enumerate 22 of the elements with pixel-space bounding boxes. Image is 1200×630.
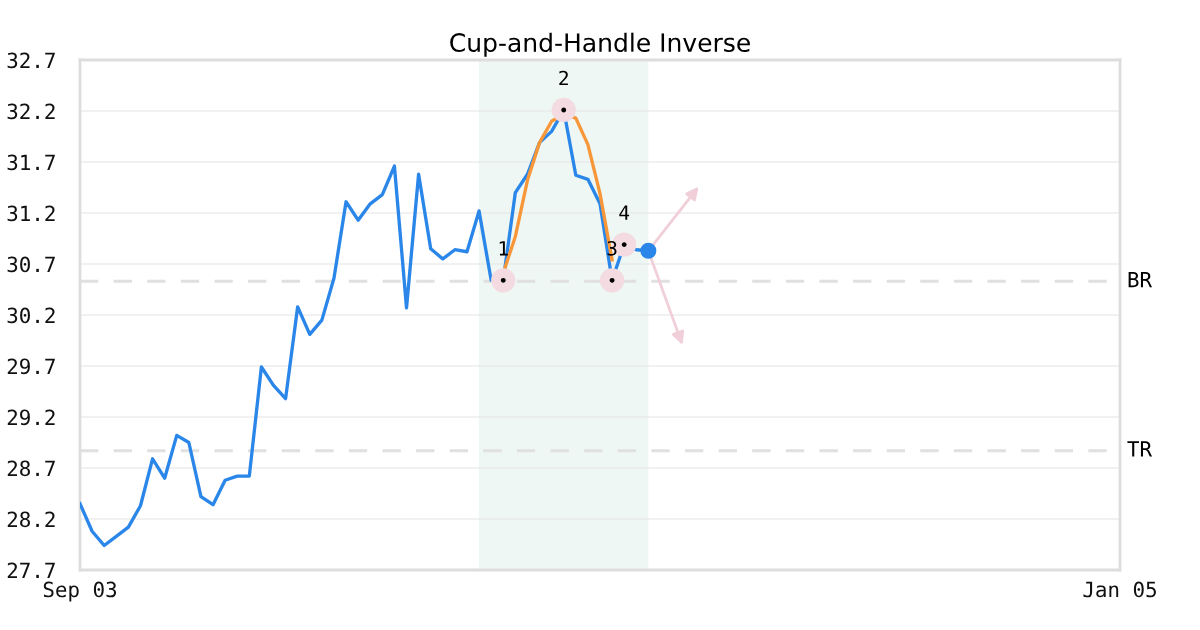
y-tick-label: 31.2 [7,205,55,222]
y-tick-label: 28.2 [7,511,55,528]
x-tick-label: Jan 05 [1083,581,1156,598]
y-tick-label: 27.7 [7,562,55,578]
point [599,268,625,293]
ref-line-label: TR [1127,441,1153,457]
annotation: 2 [559,70,568,86]
point [491,268,516,293]
y-tick-label: 32.7 [7,52,55,69]
point [640,242,657,259]
y-tick-label: 31.7 [7,154,55,171]
point [551,97,576,123]
y-tick-label: 32.2 [7,103,55,120]
ref-line-label: BR [1128,271,1153,288]
chart-title: Cup-and-Handle Inverse [450,32,750,57]
y-tick-label: 29.2 [7,409,55,426]
y-tick-label: 30.2 [7,307,55,324]
annotation: 4 [619,205,630,220]
x-tick-label: Sep 03 [43,581,117,602]
y-tick-label: 28.7 [7,460,55,477]
y-tick-label: 30.7 [7,256,55,273]
y-tick-label: 29.7 [7,358,55,375]
